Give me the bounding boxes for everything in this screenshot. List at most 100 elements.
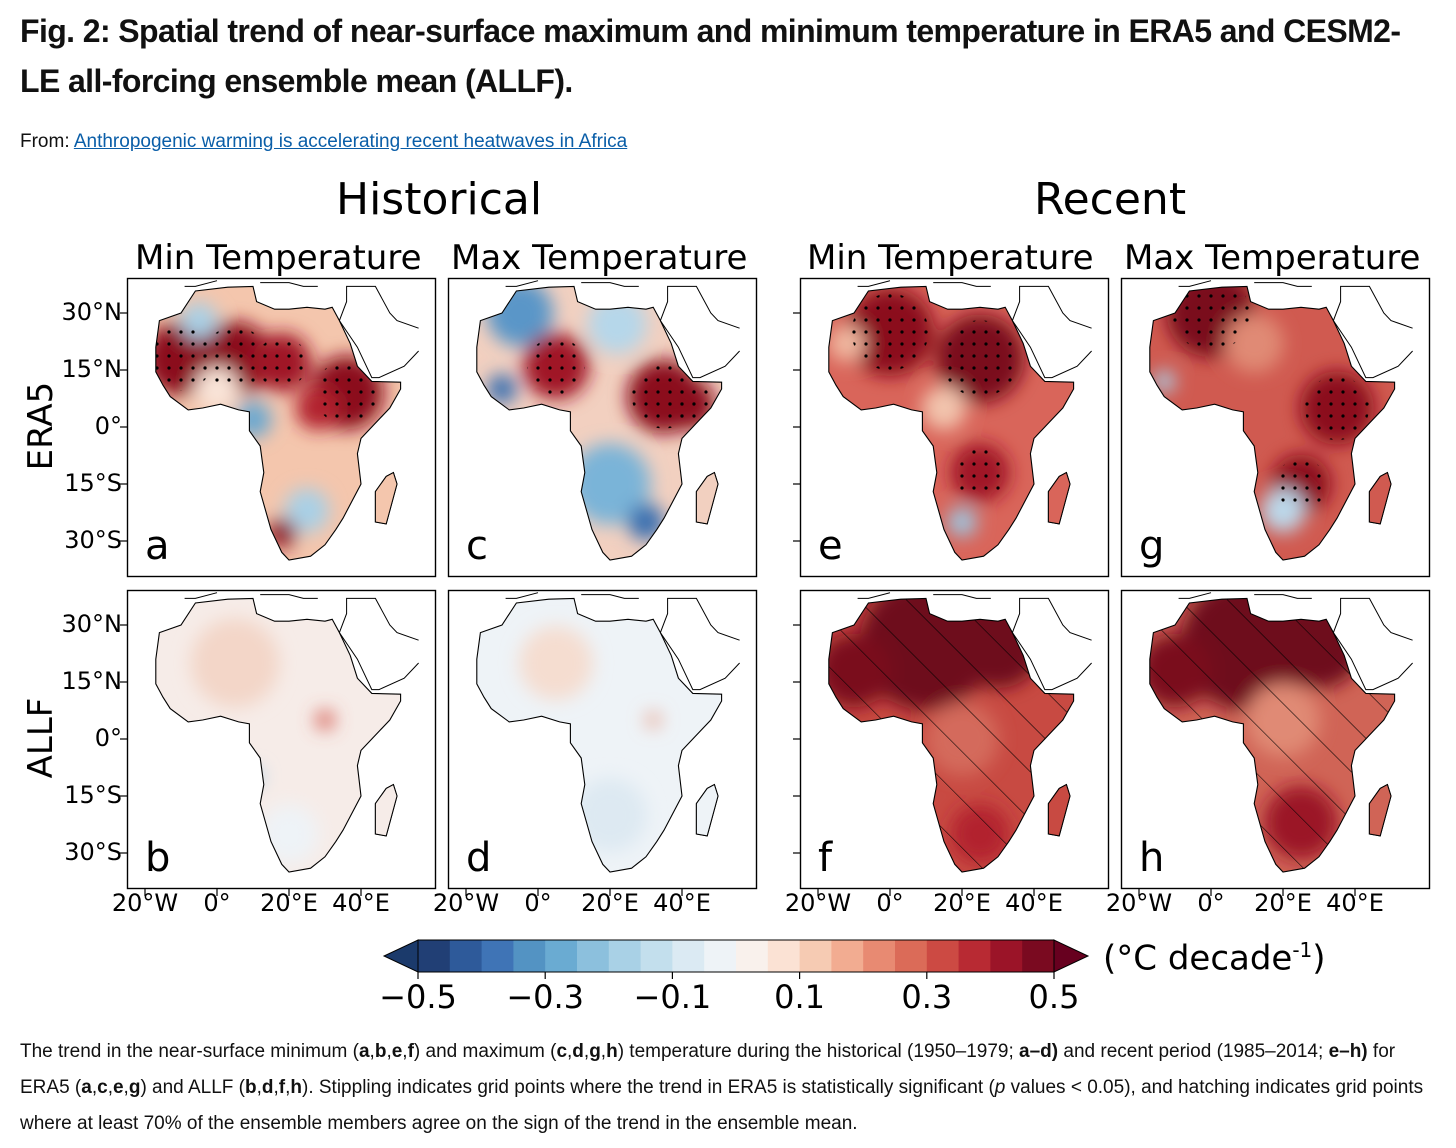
colorbar-frame: [417, 939, 1055, 973]
coastline: [933, 282, 991, 287]
caption-text: c: [97, 1077, 108, 1098]
coastline: [505, 280, 539, 287]
colorbar-bin: [640, 940, 673, 972]
colorbar-bin: [799, 940, 832, 972]
caption-text: ,: [567, 1041, 573, 1062]
figure-caption: The trend in the near-surface minimum (a…: [20, 1034, 1440, 1142]
panel-letter: g: [1139, 523, 1164, 569]
caption-text: h: [606, 1041, 618, 1062]
coastline: [581, 282, 639, 287]
lon-tick-label: 0°: [203, 889, 231, 917]
coastline: [659, 632, 740, 691]
stippling: [527, 337, 585, 395]
caption-text: b: [374, 1041, 387, 1062]
unit-exponent: -1: [1292, 938, 1313, 962]
coastline: [857, 280, 891, 287]
caption-text: ,: [123, 1077, 129, 1098]
colorbar-bin: [577, 940, 610, 972]
stippling: [1275, 458, 1327, 510]
stippling: [1305, 376, 1369, 440]
group-title-recent: Recent: [1034, 174, 1187, 225]
trend-region: [921, 385, 967, 431]
coastline: [338, 597, 419, 641]
colorbar-bin: [513, 940, 546, 972]
map-panel-e: e: [793, 277, 1110, 578]
trend-region: [190, 618, 280, 708]
coastline: [1254, 594, 1312, 599]
lat-tick-label: 30°S: [64, 526, 122, 554]
coastline: [505, 592, 539, 599]
africa-coastline: [1149, 597, 1396, 873]
colorbar-tick-label: −0.5: [379, 978, 457, 1016]
colorbar-bin: [672, 940, 705, 972]
lon-tick-label: 20°W: [1105, 889, 1173, 917]
coastline: [1011, 632, 1092, 691]
lon-tick-label: 20°E: [1254, 889, 1312, 917]
panel-letter: d: [466, 835, 491, 881]
africa-coastline: [828, 597, 1075, 873]
caption-text: The trend in the near-surface minimum (: [20, 1041, 359, 1062]
lon-tick-label: 20°E: [581, 889, 639, 917]
coastline: [1178, 592, 1212, 599]
source-article-link[interactable]: Anthropogenic warming is accelerating re…: [73, 131, 628, 152]
panel-frame: [447, 277, 758, 578]
coastline: [1332, 597, 1413, 641]
africa-coastline: [828, 285, 1075, 561]
caption-text: f: [278, 1077, 286, 1098]
madagascar-fill: [1368, 783, 1392, 837]
caption-text: a–d): [1019, 1041, 1059, 1062]
panel-frame: [126, 277, 437, 578]
map-panel-a: a: [120, 277, 437, 578]
stippling: [941, 320, 1019, 397]
caption-text: ,: [107, 1077, 113, 1098]
map-panel-f: f: [793, 589, 1110, 896]
colorbar-tick-label: −0.1: [633, 978, 712, 1016]
lat-tick-label: 15°S: [64, 781, 122, 809]
caption-text: ). Stippling indicates grid points where…: [302, 1077, 995, 1098]
coastline: [659, 597, 740, 641]
madagascar-fill: [695, 783, 719, 837]
panel-frame: [447, 589, 758, 890]
caption-text: ) temperature during the historical (195…: [617, 1041, 1020, 1062]
unit-close: ): [1312, 938, 1326, 979]
caption-text: c: [556, 1041, 568, 1062]
stippling: [203, 326, 267, 391]
panel-frame: [799, 277, 1110, 578]
lat-tick-label: 15°N: [61, 667, 123, 695]
caption-text: h: [290, 1077, 302, 1098]
coastline: [933, 594, 991, 599]
colorbar-bin: [418, 940, 451, 972]
lat-tick-label: 15°S: [64, 469, 122, 497]
from-label: From:: [20, 131, 70, 152]
lat-tick-label: 30°N: [61, 298, 123, 326]
panel-letter: e: [818, 523, 843, 569]
caption-text: e: [112, 1077, 124, 1098]
coastline: [184, 280, 218, 287]
coastline: [1178, 280, 1212, 287]
panel-letter: b: [145, 835, 170, 881]
coastline: [260, 594, 318, 599]
stippling: [155, 326, 213, 391]
colorbar-tick-label: 0.5: [1028, 978, 1080, 1016]
colorbar-bin: [704, 940, 737, 972]
caption-text: ,: [256, 1077, 262, 1098]
madagascar-fill: [695, 471, 719, 525]
caption-text: ,: [583, 1041, 590, 1062]
caption-text: g: [589, 1041, 601, 1062]
trend-region: [569, 443, 651, 525]
lat-tick-label: 30°N: [61, 610, 123, 638]
colorbar-bin: [767, 940, 801, 972]
map-panel-b: b: [120, 589, 437, 896]
caption-text: f: [407, 1041, 414, 1062]
lat-tick-label: 0°: [94, 724, 122, 752]
colorbar-tick-label: −0.3: [506, 978, 585, 1016]
panel-frame: [799, 589, 1110, 890]
colorbar-unit: (°C decade-1): [1103, 938, 1326, 978]
caption-text: and recent period (1985–2014;: [1058, 1041, 1329, 1062]
colorbar-bin: [990, 940, 1023, 972]
trend-region: [645, 712, 661, 728]
caption-text: a: [358, 1041, 370, 1062]
madagascar-fill: [374, 471, 398, 525]
lon-tick-label: 0°: [1197, 889, 1225, 917]
africa-coastline: [155, 285, 402, 561]
